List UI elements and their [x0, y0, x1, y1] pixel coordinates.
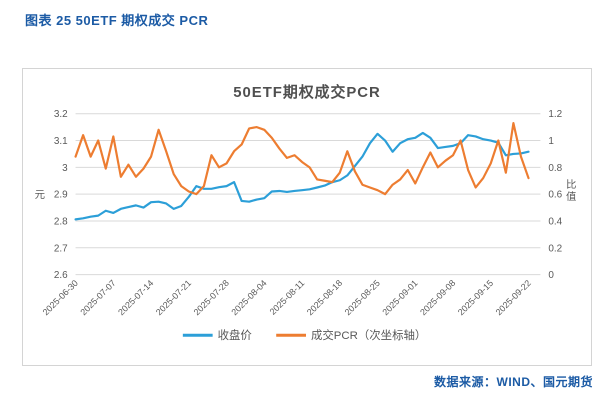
y-axis-right-tick: 0.2 [548, 243, 562, 254]
series-line-1 [74, 122, 530, 196]
y-axis-left-tick: 2.7 [54, 243, 68, 254]
legend-label-1: 成交PCR（次坐标轴） [311, 328, 426, 342]
x-axis-tick: 2025-07-28 [192, 278, 231, 317]
x-axis-tick: 2025-09-15 [456, 278, 495, 317]
x-axis-tick: 2025-08-11 [268, 278, 307, 317]
legend-label-0: 收盘价 [218, 328, 253, 342]
x-axis-tick: 2025-09-01 [380, 278, 419, 317]
x-axis-tick: 2025-07-07 [78, 278, 117, 317]
x-axis-tick: 2025-08-04 [229, 278, 268, 317]
x-axis-tick: 2025-09-08 [418, 278, 457, 317]
x-axis-tick: 2025-07-14 [116, 278, 155, 317]
figure-caption: 图表 25 50ETF 期权成交 PCR [25, 13, 209, 28]
y-axis-right-tick: 1.2 [548, 109, 562, 120]
series-line-0 [74, 131, 530, 221]
y-axis-left-tick: 3 [62, 163, 68, 174]
y-axis-right-title: 值 [566, 190, 576, 203]
y-axis-left-tick: 3.2 [54, 109, 68, 120]
y-axis-left-title: 元 [35, 190, 45, 201]
y-axis-right-title: 比 [566, 178, 576, 191]
x-axis-tick: 2025-08-18 [305, 278, 344, 317]
pcr-line-chart: 50ETF期权成交PCR 3.2 1.2 3.1 1 3 0.8 2.9 0.6 2.8 0.4 2.… [35, 83, 577, 342]
x-axis-tick: 2025-07-21 [154, 278, 193, 317]
data-source-note: 数据来源：WIND、国元期货 [434, 375, 593, 389]
y-axis-left-tick: 2.8 [54, 216, 68, 227]
x-axis-tick: 2025-08-25 [343, 278, 382, 317]
x-axis-tick: 2025-09-22 [494, 278, 533, 317]
chart-title: 50ETF期权成交PCR [233, 83, 380, 101]
x-axis-tick: 2025-06-30 [41, 278, 80, 317]
y-axis-right-tick: 1 [548, 136, 554, 147]
y-axis-right-tick: 0.4 [548, 216, 562, 227]
y-axis-right-tick: 0.8 [548, 163, 562, 174]
y-axis-right-tick: 0.6 [548, 190, 562, 201]
y-axis-right-tick: 0 [548, 270, 554, 281]
y-axis-left-tick: 2.6 [54, 270, 68, 281]
y-axis-left-tick: 2.9 [54, 190, 68, 201]
y-axis-left-tick: 3.1 [54, 136, 68, 147]
chart-container: 50ETF期权成交PCR 3.2 1.2 3.1 1 3 0.8 2.9 0.6 2.8 0.4 2.… [22, 68, 592, 366]
